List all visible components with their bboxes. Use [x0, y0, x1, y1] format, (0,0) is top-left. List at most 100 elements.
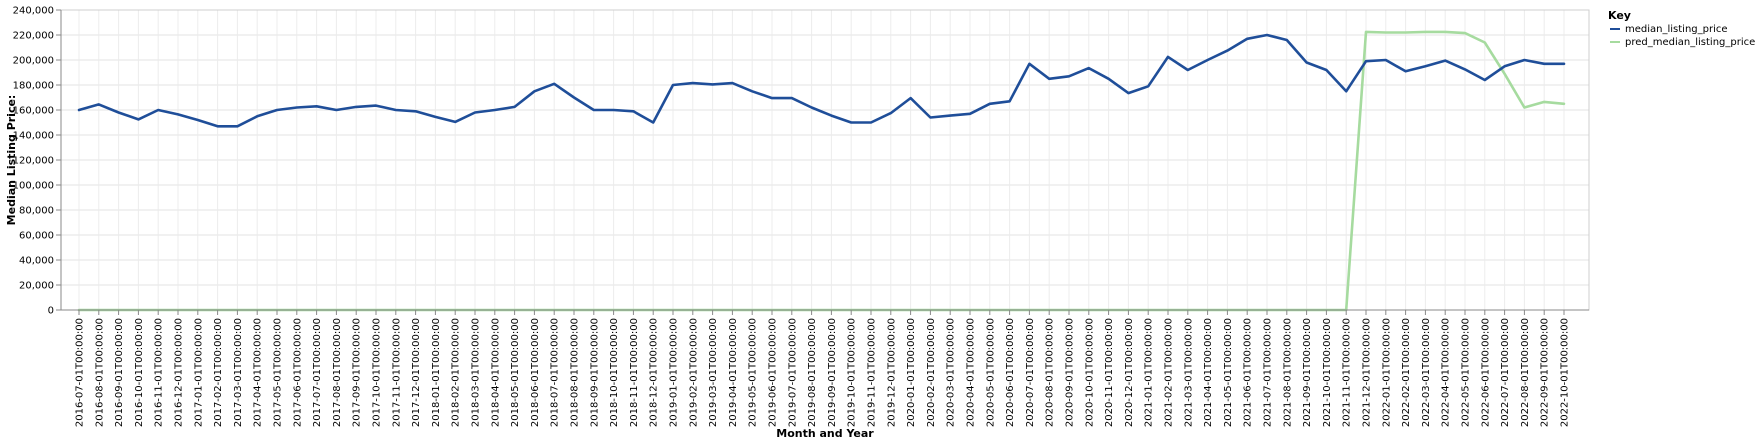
y-axis-title: Median Listing Price: [5, 95, 18, 226]
series-line-pred_median_listing_price [77, 30, 1566, 312]
x-tick-label: 2021-04-01T00:00:00 [1203, 318, 1214, 427]
x-tick-label: 2021-08-01T00:00:00 [1282, 318, 1293, 427]
y-tick-label: 0 [48, 306, 54, 317]
x-tick-label: 2019-12-01T00:00:00 [886, 318, 897, 427]
x-tick-label: 2017-11-01T00:00:00 [391, 318, 402, 427]
y-tick-label: 80,000 [19, 206, 54, 217]
gridlines [61, 9, 1589, 311]
x-tick-label: 2017-12-01T00:00:00 [411, 318, 422, 427]
x-tick-label: 2020-12-01T00:00:00 [1124, 318, 1135, 427]
legend: Key median_listing_price pred_median_list… [1608, 9, 1755, 48]
series-lines [77, 30, 1566, 312]
x-tick-label: 2022-02-01T00:00:00 [1401, 318, 1412, 427]
x-tick-label: 2019-10-01T00:00:00 [847, 318, 858, 427]
x-tick-label: 2021-06-01T00:00:00 [1243, 318, 1254, 427]
x-tick-label: 2018-06-01T00:00:00 [530, 318, 541, 427]
x-tick-label: 2016-09-01T00:00:00 [114, 318, 125, 427]
x-tick-label: 2019-03-01T00:00:00 [708, 318, 719, 427]
x-tick-label: 2017-10-01T00:00:00 [372, 318, 383, 427]
x-tick-label: 2018-08-01T00:00:00 [570, 318, 581, 427]
y-tick-label: 100,000 [13, 181, 54, 192]
x-tick-label: 2016-08-01T00:00:00 [94, 318, 105, 427]
x-tick-label: 2019-08-01T00:00:00 [807, 318, 818, 427]
x-tick-label: 2020-08-01T00:00:00 [1045, 318, 1056, 427]
x-tick-label: 2018-01-01T00:00:00 [431, 318, 442, 427]
x-tick-label: 2017-05-01T00:00:00 [273, 318, 284, 427]
x-tick-label: 2018-07-01T00:00:00 [550, 318, 561, 427]
x-tick-label: 2018-10-01T00:00:00 [609, 318, 620, 427]
x-tick-label: 2018-03-01T00:00:00 [471, 318, 482, 427]
x-tick-label: 2020-05-01T00:00:00 [985, 318, 996, 427]
x-axis-ticks: 2016-07-01T00:00:00 2016-08-01T00:00:00 20… [75, 310, 1571, 427]
legend-title: Key [1608, 9, 1631, 22]
y-tick-label: 140,000 [13, 131, 54, 142]
x-tick-label: 2017-08-01T00:00:00 [332, 318, 343, 427]
x-tick-label: 2021-07-01T00:00:00 [1263, 318, 1274, 427]
x-tick-label: 2020-02-01T00:00:00 [926, 318, 937, 427]
y-tick-label: 60,000 [19, 231, 54, 242]
x-tick-label: 2021-01-01T00:00:00 [1144, 318, 1155, 427]
x-tick-label: 2021-09-01T00:00:00 [1302, 318, 1313, 427]
y-tick-label: 180,000 [13, 81, 54, 92]
x-tick-label: 2018-12-01T00:00:00 [649, 318, 660, 427]
series-line-median_listing_price [77, 33, 1566, 128]
x-tick-label: 2022-09-01T00:00:00 [1540, 318, 1551, 427]
x-tick-label: 2021-02-01T00:00:00 [1164, 318, 1175, 427]
x-tick-label: 2017-01-01T00:00:00 [193, 318, 204, 427]
x-tick-label: 2022-03-01T00:00:00 [1421, 318, 1432, 427]
y-axis-ticks: 0 20,000 40,000 60,000 80,000 100,000 120,000 1… [13, 6, 61, 317]
x-tick-label: 2020-09-01T00:00:00 [1065, 318, 1076, 427]
x-tick-label: 2021-05-01T00:00:00 [1223, 318, 1234, 427]
x-tick-label: 2019-09-01T00:00:00 [827, 318, 838, 427]
x-tick-label: 2022-08-01T00:00:00 [1520, 318, 1531, 427]
x-tick-label: 2022-06-01T00:00:00 [1480, 318, 1491, 427]
y-tick-label: 120,000 [13, 156, 54, 167]
x-tick-label: 2017-06-01T00:00:00 [292, 318, 303, 427]
x-tick-label: 2021-03-01T00:00:00 [1183, 318, 1194, 427]
x-tick-label: 2022-01-01T00:00:00 [1381, 318, 1392, 427]
x-tick-label: 2020-01-01T00:00:00 [906, 318, 917, 427]
x-tick-label: 2021-11-01T00:00:00 [1342, 318, 1353, 427]
x-tick-label: 2017-03-01T00:00:00 [233, 318, 244, 427]
x-tick-label: 2022-04-01T00:00:00 [1441, 318, 1452, 427]
x-tick-label: 2017-07-01T00:00:00 [312, 318, 323, 427]
x-tick-label: 2019-01-01T00:00:00 [669, 318, 680, 427]
x-tick-label: 2020-04-01T00:00:00 [966, 318, 977, 427]
x-tick-label: 2017-09-01T00:00:00 [352, 318, 363, 427]
x-tick-label: 2020-06-01T00:00:00 [1005, 318, 1016, 427]
legend-entry-label: pred_median_listing_price [1625, 37, 1755, 48]
x-tick-label: 2022-07-01T00:00:00 [1500, 318, 1511, 427]
y-tick-label: 200,000 [13, 56, 54, 67]
x-tick-label: 2018-02-01T00:00:00 [451, 318, 462, 427]
x-tick-label: 2022-10-01T00:00:00 [1560, 318, 1571, 427]
x-tick-label: 2017-02-01T00:00:00 [213, 318, 224, 427]
x-tick-label: 2022-05-01T00:00:00 [1461, 318, 1472, 427]
x-tick-label: 2019-11-01T00:00:00 [867, 318, 878, 427]
y-tick-label: 220,000 [13, 31, 54, 42]
x-tick-label: 2020-10-01T00:00:00 [1084, 318, 1095, 427]
x-tick-label: 2019-04-01T00:00:00 [728, 318, 739, 427]
x-tick-label: 2018-11-01T00:00:00 [629, 318, 640, 427]
x-tick-label: 2021-10-01T00:00:00 [1322, 318, 1333, 427]
y-tick-label: 240,000 [13, 6, 54, 17]
y-tick-label: 20,000 [19, 281, 54, 292]
x-tick-label: 2016-10-01T00:00:00 [134, 318, 145, 427]
x-tick-label: 2018-04-01T00:00:00 [490, 318, 501, 427]
x-tick-label: 2020-07-01T00:00:00 [1025, 318, 1036, 427]
x-tick-label: 2019-07-01T00:00:00 [787, 318, 798, 427]
x-tick-label: 2018-09-01T00:00:00 [589, 318, 600, 427]
x-tick-label: 2018-05-01T00:00:00 [510, 318, 521, 427]
x-tick-label: 2020-11-01T00:00:00 [1104, 318, 1115, 427]
x-tick-label: 2019-06-01T00:00:00 [768, 318, 779, 427]
x-tick-label: 2016-07-01T00:00:00 [75, 318, 86, 427]
x-tick-label: 2016-11-01T00:00:00 [154, 318, 165, 427]
x-axis-title: Month and Year [776, 427, 874, 440]
legend-entry-label: median_listing_price [1625, 24, 1728, 35]
x-tick-label: 2019-02-01T00:00:00 [688, 318, 699, 427]
x-tick-label: 2016-12-01T00:00:00 [174, 318, 185, 427]
x-tick-label: 2020-03-01T00:00:00 [946, 318, 957, 427]
x-tick-label: 2021-12-01T00:00:00 [1362, 318, 1373, 427]
x-tick-label: 2019-05-01T00:00:00 [748, 318, 759, 427]
y-tick-label: 40,000 [19, 256, 54, 267]
